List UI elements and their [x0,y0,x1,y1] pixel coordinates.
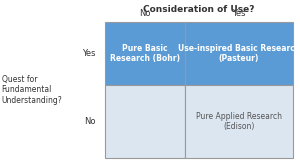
FancyBboxPatch shape [185,85,293,158]
Text: Pure Applied Research
(Edison): Pure Applied Research (Edison) [196,112,282,131]
Text: Consideration of Use?: Consideration of Use? [143,5,255,14]
FancyBboxPatch shape [185,22,293,85]
Text: Use-inspired Basic Research
(Pasteur): Use-inspired Basic Research (Pasteur) [178,44,300,63]
Text: No: No [85,117,96,126]
Text: Yes: Yes [232,9,246,18]
Text: No: No [139,9,151,18]
Text: Pure Basic
Research (Bohr): Pure Basic Research (Bohr) [110,44,180,63]
FancyBboxPatch shape [105,22,185,85]
Text: Yes: Yes [82,49,96,58]
Text: Quest for
Fundamental
Understanding?: Quest for Fundamental Understanding? [2,75,62,105]
FancyBboxPatch shape [105,85,185,158]
